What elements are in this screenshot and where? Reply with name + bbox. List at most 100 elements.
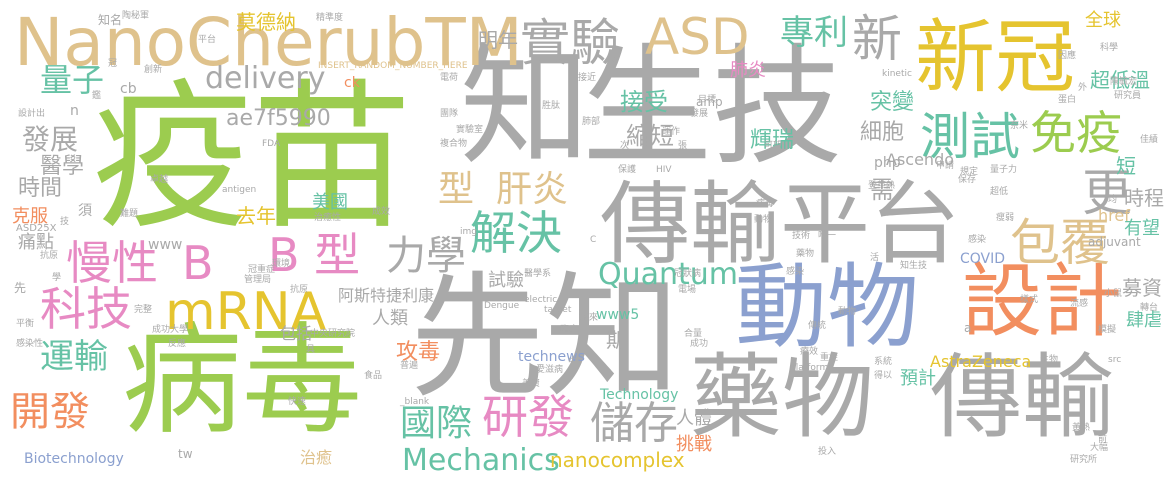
word-liugan: 流感 <box>1070 299 1089 309</box>
word-nanocomplex: nanocomplex <box>550 448 685 472</box>
word-chengxiao: 成效 <box>372 207 391 217</box>
word-tw: tw <box>178 447 193 461</box>
word-chenggong: 成功大學 <box>152 325 189 335</box>
word-modena: 莫德納 <box>236 10 296 34</box>
word-nanti: 難題 <box>120 209 139 219</box>
word-yaowu: 藥物 <box>690 344 875 451</box>
word-guanzhongzheng: 冠重症 <box>248 265 276 275</box>
word-img: img <box>460 227 477 237</box>
word-yunshu: 運輸 <box>40 337 108 377</box>
word-ck: ck <box>344 75 360 91</box>
word-renlei: 人類 <box>372 308 408 329</box>
word-adjuvant: adjuvant <box>1088 235 1141 249</box>
word-liangzili: 量子力 <box>990 165 1018 175</box>
word-baokuo: 包括 <box>280 324 313 343</box>
word-renti: 人體 <box>676 408 712 429</box>
word-shengji: 生技 <box>582 31 843 183</box>
word-href: href <box>1098 206 1130 225</box>
word-linchuang: 臨床 <box>560 325 579 335</box>
word-aizibing: 愛滋病 <box>536 365 564 375</box>
word-ganranxing: 感染性 <box>16 339 44 349</box>
word-lixue: 力學 <box>386 233 466 279</box>
word-dafu: 大幅 <box>1090 443 1109 453</box>
word-mechanics: Mechanics <box>402 443 560 478</box>
word-chaodiwen: 超低溫 <box>1090 68 1150 92</box>
word-yanjiuyuan: 研究員 <box>1114 91 1142 101</box>
word-target: target <box>544 305 572 315</box>
word-gongdu: 攻毒 <box>396 340 441 365</box>
word-yixue: 醫學 <box>40 154 85 179</box>
word-zhong: 中 <box>568 357 578 367</box>
word-asd25x: ASD25X <box>16 223 57 234</box>
word-guan: 冠 <box>108 59 118 69</box>
word-youwang: 有望 <box>1124 218 1160 239</box>
word-sinue: 肆虐 <box>1126 310 1162 331</box>
word-chaodi: 超低 <box>990 187 1009 197</box>
word-electric: electric <box>524 295 558 305</box>
word-shejichu: 設計出 <box>18 109 46 119</box>
word-pingtai: 平台 <box>198 35 217 45</box>
word-dengue: Dengue <box>484 301 520 311</box>
word-yimiao: 疫苗 <box>92 64 413 251</box>
word-huo: 活 <box>870 253 880 263</box>
word-sheji: 設計 <box>962 255 1122 348</box>
word-dongwu2: 動物 <box>754 215 773 225</box>
word-meizi: 美資 <box>522 379 541 389</box>
word-ganran: 感染 <box>968 235 987 245</box>
word-weilai: 未來 <box>580 313 599 323</box>
word-xianzhi: 先知 <box>410 259 680 416</box>
word-shengtai: 胜肽 <box>542 101 561 111</box>
word-yixuexi: 醫學系 <box>524 269 552 279</box>
word-pingheng: 平衡 <box>16 319 35 329</box>
word-bxing: B 型 <box>268 228 361 282</box>
word-zhuanli: 專利 <box>780 13 848 53</box>
word-shijian: 時間 <box>18 176 63 201</box>
word-yanfa: 研發 <box>482 390 574 444</box>
word-zhongyan: 中央研究院 <box>310 329 356 339</box>
word-liaoxiao: 療效 <box>800 347 819 357</box>
word-mrna: mRNA <box>165 282 327 342</box>
word-quantum: Quantum <box>598 257 739 292</box>
word-yunzuo: 運作 <box>662 127 681 137</box>
word-xin: 新 <box>852 10 902 68</box>
word-fanying: 反應 <box>168 339 187 349</box>
word-feibu: 肺部 <box>582 117 601 127</box>
word-ganyan: 肝炎 <box>496 169 569 210</box>
word-ci: 次 <box>620 141 630 151</box>
word-chenggong2: 成功 <box>690 339 709 349</box>
word-yinying: 因應 <box>1058 51 1077 61</box>
word-xu2: 須 <box>78 203 92 219</box>
word-chuanshu: 傳輸 <box>930 344 1115 451</box>
word-qian: 前 <box>1098 435 1108 445</box>
word-heliang: 合量 <box>684 329 703 339</box>
word-xiaoshu: 小鼠 <box>1104 289 1123 299</box>
word-chuanshu-pingtai: 傳輸平台 <box>600 172 960 277</box>
word-muzi: 募資 <box>1122 276 1162 300</box>
word-bingdu: 病毒 <box>122 312 362 451</box>
word-huangre: 黃熱 <box>1072 423 1091 433</box>
word-dengre: 登革熱 <box>868 181 896 191</box>
word-ceshi: 測試 <box>920 108 1020 166</box>
word-chuangxin: 創新 <box>144 65 163 75</box>
word-insert: INSERT_RANDOM_NUMBER_HERE <box>318 61 468 71</box>
word-suoduan: 縮短 <box>626 122 674 150</box>
word-blank: _blank <box>400 397 430 407</box>
word-xu: 需 <box>870 176 894 204</box>
word-baofu: 包覆 <box>1010 214 1110 272</box>
word-mubiao: 目標 <box>698 95 717 105</box>
word-technology: Technology <box>600 387 679 403</box>
word-fazhan: 發展 <box>22 123 79 156</box>
word-huanjing: 環境 <box>272 259 291 269</box>
word-weiyi: 唯一 <box>818 231 837 241</box>
word-asd: ASD <box>645 8 750 66</box>
word-jun: 均 <box>1108 195 1118 205</box>
word-jiejin: 接近 <box>578 73 597 83</box>
word-chuantong: 傳統 <box>808 321 827 331</box>
word-fda: FDA <box>262 139 281 149</box>
word-ae7f5990: ae7f5990 <box>226 106 331 131</box>
word-jishu: 技術 <box>792 231 811 241</box>
word-shipin: 食品 <box>364 371 383 381</box>
word-jiejue: 解決 <box>470 206 562 260</box>
word-huirui: 輝瑞 <box>750 128 795 153</box>
word-dianchang: 電場 <box>678 285 697 295</box>
